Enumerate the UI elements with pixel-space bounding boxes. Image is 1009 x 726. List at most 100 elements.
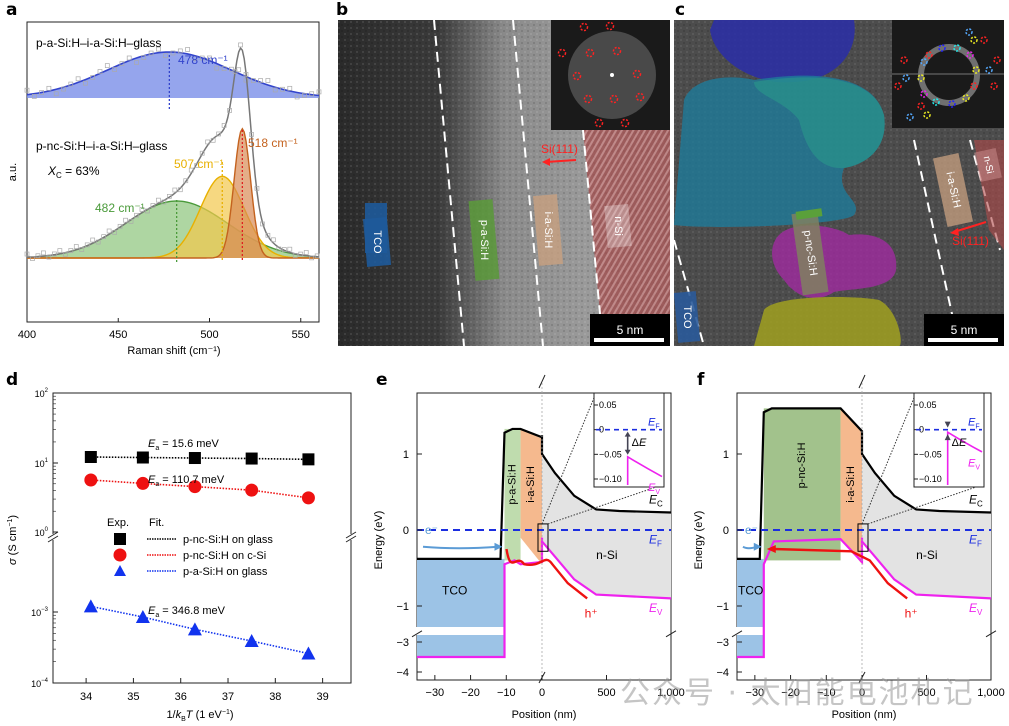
delta-e-label: ΔE	[632, 437, 647, 449]
data-point-square	[136, 451, 149, 464]
legend-header-fit: Fit.	[149, 517, 164, 529]
raman-datapoint	[280, 86, 285, 92]
inset-ef-label: EF	[968, 417, 980, 431]
raman-datapoint	[254, 185, 260, 191]
raman-datapoint	[31, 94, 37, 99]
raman-xtick-label: 400	[18, 329, 36, 341]
conductivity-chart: 34 35 36 37 38 39 102 101 100 10−3 10−4 Ea = 15.6 …	[7, 388, 357, 723]
data-point-triangle	[187, 622, 202, 636]
direction-arrow-icon	[542, 158, 550, 166]
raman-datapoint	[243, 72, 249, 77]
panel-label-a: a	[6, 0, 18, 20]
data-point-triangle	[244, 634, 259, 648]
raman-datapoint	[156, 197, 161, 203]
zoom-connector	[541, 392, 597, 525]
data-point-triangle	[301, 646, 316, 660]
band-xtick-label: 1,000	[657, 687, 685, 699]
p-layer-label: p-a-Si:H	[506, 464, 518, 504]
raman-datapoint	[79, 247, 85, 252]
raman-datapoint	[177, 48, 183, 54]
i-layer-label: i-a-Si:H	[525, 466, 537, 503]
tem-b-scale-bar-label: 5 nm	[617, 323, 644, 337]
axis-break-mark	[345, 535, 357, 543]
inset-ytick-label: 0.05	[919, 400, 937, 410]
activation-energy-label: Ea = 110.7 meV	[148, 474, 225, 488]
n-si-label: n-Si	[596, 548, 617, 562]
tem-b-label-p-a-si: p-a-Si:H	[478, 220, 490, 260]
raman-datapoint	[276, 246, 282, 252]
tem-image-c: p-nc-Si:H n-Si i-a-Si:H TCO Si(111) 5 nm	[674, 20, 1004, 346]
tem-c-scale-bar-label: 5 nm	[951, 323, 978, 337]
inset-valence-line	[946, 430, 983, 485]
band-xtick-label: −30	[746, 687, 765, 699]
raman-xlabel: Raman shift (cm⁻¹)	[127, 345, 220, 357]
raman-datapoint	[68, 248, 74, 253]
raman-datapoint	[119, 61, 125, 67]
crystallinity-annotation: XC = 63%	[47, 164, 100, 180]
zoom-connector	[867, 484, 983, 525]
panel-label-c: c	[675, 0, 686, 20]
axis-break-mark	[538, 671, 546, 684]
conductivity-xtick-label: 36	[175, 691, 187, 703]
axis-break	[49, 534, 57, 540]
tem-c-direction-label: Si(111)	[952, 234, 989, 248]
raman-datapoint	[112, 229, 117, 235]
p-layer	[763, 408, 841, 561]
raman-xtick-label: 450	[109, 329, 127, 341]
raman-datapoint	[216, 131, 221, 137]
raman-datapoint	[207, 55, 212, 61]
conductivity-xtick-label: 37	[222, 691, 234, 703]
scale-bar	[594, 338, 664, 342]
raman-xtick-label: 500	[200, 329, 218, 341]
band-xtick-label: 0	[539, 687, 545, 699]
legend-marker-circle	[113, 548, 127, 562]
data-point-square	[302, 453, 315, 466]
valence-band-line	[737, 537, 992, 659]
activation-energy-label: Ea = 346.8 meV	[148, 605, 226, 619]
fit-line-1	[90, 479, 309, 499]
n-si-region	[542, 435, 671, 599]
raman-datapoint	[97, 69, 103, 74]
raman-datapoint	[287, 85, 293, 91]
band-ytick-label: −4	[716, 667, 729, 679]
raman-datapoint	[163, 53, 169, 59]
peak-label-482: 482 cm⁻¹	[95, 201, 145, 215]
i-layer	[840, 408, 862, 565]
conductivity-xtick-label: 35	[127, 691, 139, 703]
electron-arrow	[422, 545, 499, 550]
raman-datapoint	[95, 239, 101, 245]
raman-datapoint	[41, 250, 46, 256]
band-xtick-label: −20	[781, 687, 800, 699]
raman-datapoint	[227, 108, 232, 113]
raman-datapoint	[123, 217, 128, 223]
conductivity-xtick-label: 34	[80, 691, 92, 703]
band-xtick-label: −10	[817, 687, 836, 699]
conductivity-ylabel: σ (S cm−1)	[7, 515, 19, 565]
conductivity-ytick-label: 10−3	[31, 607, 49, 618]
raman-datapoint	[57, 248, 63, 253]
raman-datapoint	[172, 187, 178, 193]
raman-frame	[26, 21, 320, 323]
band-xtick-label: −20	[461, 687, 480, 699]
band-xtick-label: 0	[859, 687, 865, 699]
tem-c-label-n-si: n-Si	[981, 155, 995, 175]
zoom-connector	[861, 392, 917, 525]
watermark: 公众号 · 太阳能电池札记	[620, 676, 975, 711]
data-point-circle	[301, 491, 315, 505]
inset-ytick-label: −0.10	[919, 474, 942, 484]
raman-datapoint	[316, 89, 322, 95]
inset-ytick-label: 0	[919, 425, 924, 435]
raman-datapoint	[83, 80, 88, 86]
conductivity-ytick-label: 100	[35, 527, 49, 538]
conductivity-xlabel: 1/kBT (1 eV−1)	[166, 709, 233, 723]
band-xtick-label: 1,000	[977, 687, 1005, 699]
raman-datapoint	[205, 139, 211, 145]
n-si-label: n-Si	[916, 548, 937, 562]
raman-peak-fill-478	[27, 52, 319, 98]
raman-datapoint	[61, 86, 66, 92]
data-point-square	[188, 452, 201, 465]
data-point-circle	[188, 480, 202, 494]
raman-datapoint	[258, 78, 263, 83]
band-xlabel: Position (nm)	[832, 709, 897, 721]
band-ytick-label: −3	[396, 637, 409, 649]
